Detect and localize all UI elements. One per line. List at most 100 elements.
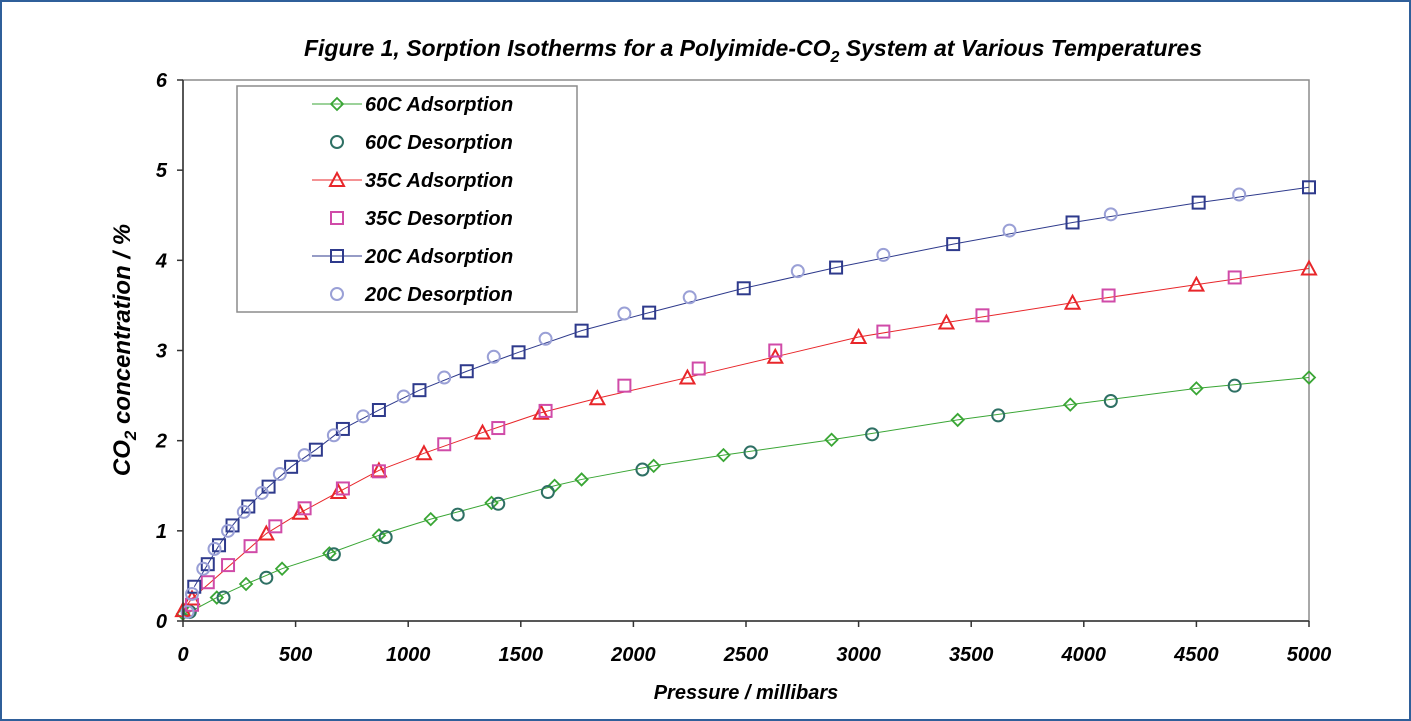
data-point-60c-adsorption [1301,370,1317,385]
legend-marker [329,96,345,112]
y-tick-label: 6 [156,70,168,92]
data-point-20c-adsorption [1191,195,1206,210]
data-point-20c-adsorption [574,323,589,338]
data-point-60c-adsorption [1189,381,1204,396]
legend-marker [330,211,344,225]
x-tick-label: 1000 [386,644,431,666]
x-tick-label: 3500 [949,644,994,666]
data-point-20c-desorption [790,264,805,279]
data-point-20c-desorption [236,504,251,519]
data-point-20c-desorption [1002,223,1017,238]
data-point-35c-desorption [768,343,783,358]
data-point-35c-adsorption [329,482,348,500]
data-point-35c-adsorption [532,403,550,420]
data-point-60c-adsorption [950,412,965,428]
data-point-20c-adsorption [946,237,961,252]
x-tick-label: 2000 [610,644,656,666]
data-point-20c-desorption [326,428,341,443]
data-point-20c-adsorption [642,305,657,320]
series-20c-desorption [180,187,1247,619]
data-point-60c-desorption [991,408,1006,423]
series-60c-adsorption [175,370,1317,622]
data-point-20c-adsorption [1302,180,1316,195]
y-tick-label: 3 [156,341,167,363]
data-point-20c-desorption [538,331,553,346]
legend-item-35c-adsorption: 35C Adsorption [312,170,513,192]
legend-label: 35C Adsorption [365,170,513,192]
data-point-35c-adsorption [588,389,607,406]
x-tick-label: 3000 [836,644,881,666]
legend-label: 60C Adsorption [365,94,513,116]
data-point-35c-adsorption [1187,275,1206,292]
data-point-20c-desorption [486,349,501,364]
data-point-60c-desorption [326,547,341,562]
data-point-20c-desorption [437,370,452,385]
chart-title-main: Figure 1, Sorption Isotherms for a Polyi… [304,35,831,61]
data-point-35c-adsorption [849,327,868,344]
data-point-60c-adsorption [209,590,225,605]
x-tick-label: 4500 [1173,644,1219,666]
series-35c-desorption [185,270,1242,612]
data-point-20c-desorption [196,561,211,576]
series-35c-adsorption [174,259,1318,618]
data-point-35c-desorption [437,437,452,452]
series-line-60c-adsorption [182,377,1310,615]
y-tick-label: 0 [156,611,167,633]
data-point-35c-desorption [975,308,990,323]
legend-box [236,85,578,313]
data-point-20c-desorption [617,306,632,321]
data-point-35c-desorption [297,501,312,516]
data-point-35c-adsorption [473,423,492,440]
data-point-20c-adsorption [200,557,215,572]
data-point-20c-desorption [682,290,697,305]
data-point-20c-desorption [396,389,411,404]
chart-title: Figure 1, Sorption Isotherms for a Polyi… [304,35,1202,66]
legend-marker [330,249,344,263]
data-point-60c-desorption [635,462,650,477]
data-point-20c-adsorption [736,281,751,296]
data-point-20c-desorption [297,448,312,463]
data-point-35c-desorption [876,324,891,339]
data-point-60c-desorption [491,496,506,511]
series-layer [174,180,1318,622]
data-point-35c-desorption [1227,270,1242,285]
data-point-60c-adsorption [423,511,438,527]
y-tick-label: 4 [155,250,167,272]
data-point-20c-desorption [180,604,195,619]
data-point-35c-desorption [243,539,258,554]
x-tick-label: 500 [279,644,312,666]
legend-item-20c-desorption: 20C Desorption [330,284,513,306]
data-point-60c-adsorption [824,432,839,448]
data-point-20c-adsorption [511,345,526,360]
data-point-35c-adsorption [1300,259,1318,276]
data-point-35c-desorption [200,575,215,590]
data-point-60c-adsorption [484,495,499,511]
data-point-35c-desorption [691,361,706,376]
data-point-35c-adsorption [1063,293,1082,310]
legend-marker [330,135,344,149]
data-point-60c-adsorption [371,528,387,543]
data-point-60c-desorption [865,427,880,442]
data-point-20c-adsorption [829,260,844,275]
data-point-35c-adsorption [415,444,433,461]
data-point-35c-desorption [221,558,236,573]
data-point-60c-adsorption [1063,397,1078,412]
data-point-60c-adsorption [574,472,589,487]
legend-marker [330,287,344,301]
x-axis-label: Pressure / millibars [654,682,839,704]
data-point-35c-adsorption [678,368,697,385]
data-point-20c-desorption [272,467,287,482]
chart-title-rest: System at Various Temperatures [839,35,1202,61]
data-point-20c-adsorption [284,459,299,474]
data-point-20c-desorption [1103,207,1118,222]
data-point-35c-desorption [617,378,632,393]
y-axis-label-subscript: 2 [121,430,140,441]
data-point-60c-desorption [216,590,231,605]
chart-title-subscript: 2 [830,49,840,66]
axis-layer: 0 1 2 3 4 5 6 0 500 1000 1500 2000 2500 3000 3500 4000 4… [155,70,1331,666]
data-point-20c-adsorption [459,364,474,379]
x-tick-label: 0 [177,644,188,666]
data-point-60c-adsorption [238,576,254,592]
legend-label: 60C Desorption [365,132,513,154]
